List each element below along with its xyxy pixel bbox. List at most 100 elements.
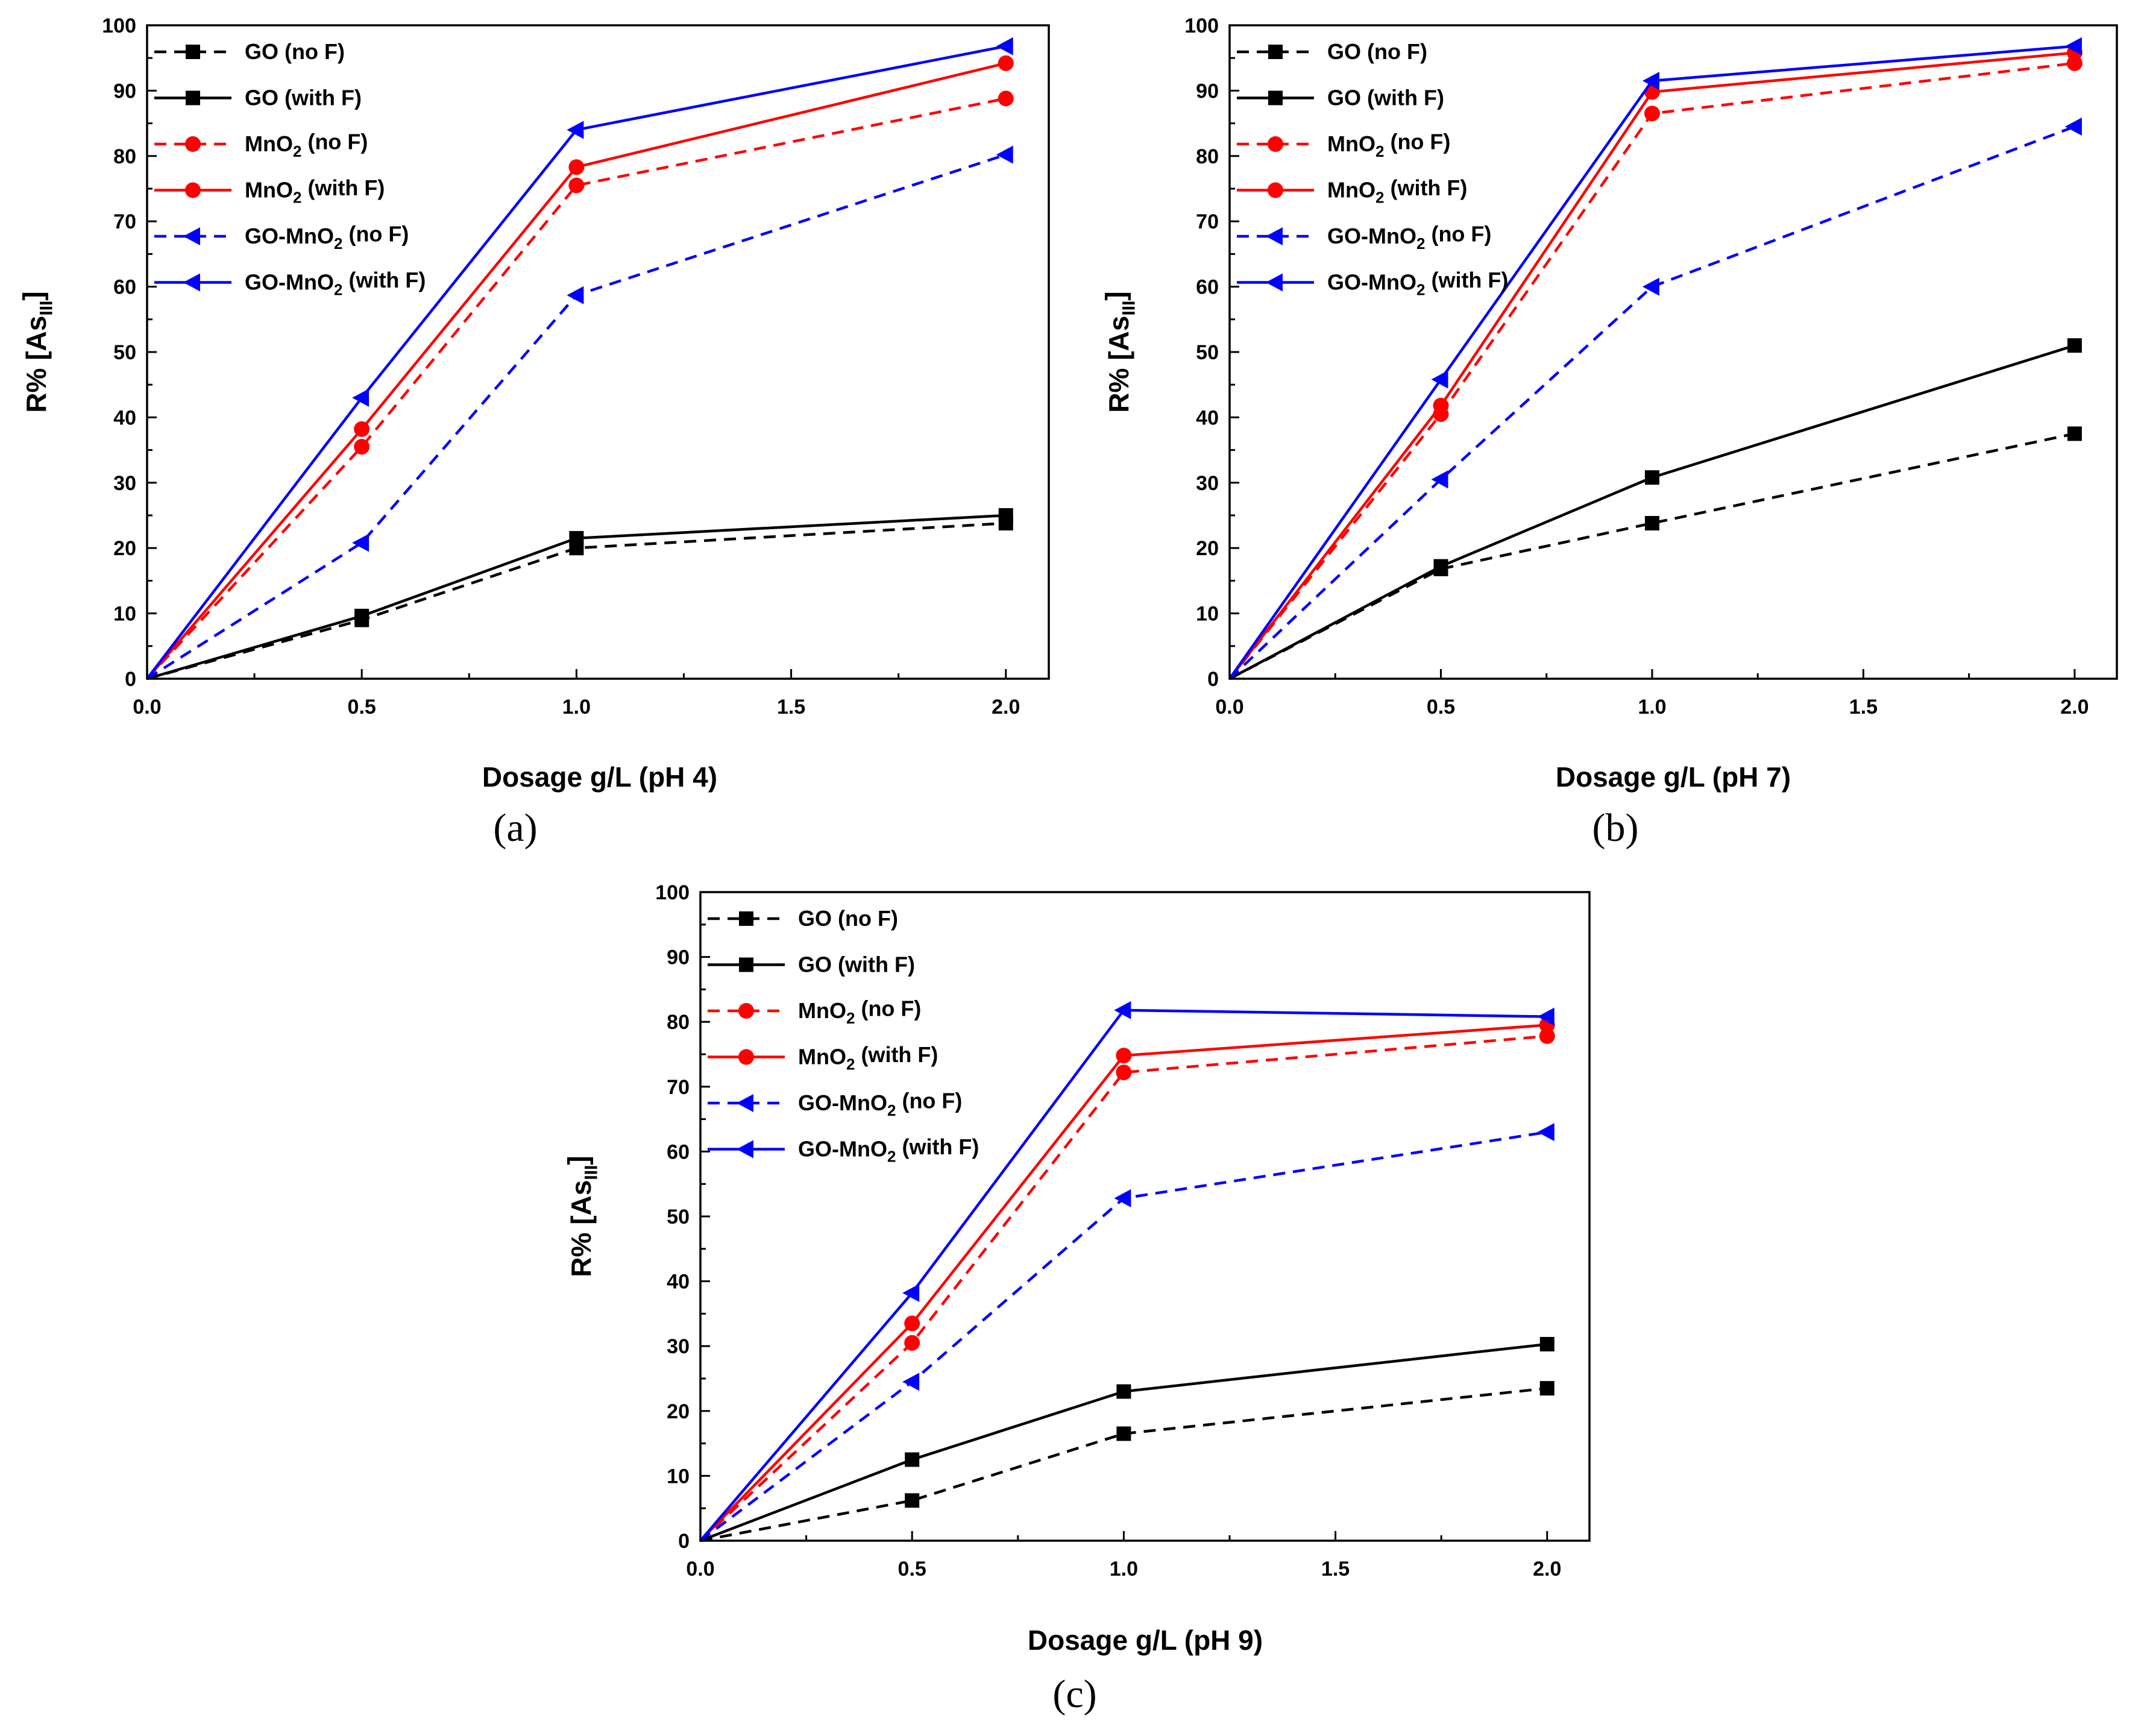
legend-marker (186, 45, 200, 59)
series-line (146, 61, 1007, 680)
x-tick-label: 1.0 (562, 696, 591, 719)
legend-marker (738, 1003, 754, 1019)
y-tick-label: 80 (667, 1011, 690, 1034)
data-point (905, 1493, 920, 1508)
y-tick-label: 10 (667, 1465, 690, 1488)
y-tick-label: 80 (113, 145, 136, 168)
legend-marker (737, 1094, 753, 1112)
legend-label: MnO2 (with F) (1327, 175, 1467, 207)
y-tick-label: 70 (1196, 210, 1219, 233)
legend-marker (1266, 227, 1283, 245)
x-tick-label: 0.0 (686, 1558, 714, 1580)
legend-marker (186, 90, 200, 105)
data-point (1644, 516, 1659, 531)
data-point (354, 439, 370, 455)
data-point (1644, 105, 1660, 122)
data-point (1114, 1001, 1131, 1019)
series-line (146, 45, 1007, 680)
x-axis-title: Dosage g/L (pH 4) (482, 761, 717, 793)
x-tick-label: 0.5 (348, 696, 376, 719)
chart-panel: 0 10 20 30 40 50 60 70 80 90 100 0.0 0.5 1.0 1.5 2.0 GO … (562, 881, 1591, 1716)
y-axis-title: R% [AsIII] (17, 291, 56, 412)
legend-label: GO (with F) (798, 952, 915, 977)
y-tick-label: 50 (1196, 341, 1219, 364)
y-tick-label: 30 (1196, 472, 1219, 495)
data-point (1642, 277, 1659, 296)
data-point (2064, 118, 2082, 136)
y-tick-label: 10 (1196, 603, 1219, 626)
legend-label: GO-MnO2 (no F) (798, 1089, 962, 1120)
y-tick-label: 80 (1196, 145, 1219, 168)
legend-marker (1268, 90, 1283, 105)
data-point (569, 530, 584, 546)
legend-marker (1268, 45, 1283, 59)
data-point (354, 421, 370, 437)
legend-marker (737, 1140, 753, 1159)
legend: GO (no F) GO (with F) MnO2 (no F) MnO2 (wit… (154, 39, 426, 299)
y-tick-label: 100 (655, 881, 690, 904)
y-tick-label: 50 (113, 341, 136, 364)
y-tick-label: 90 (667, 946, 690, 969)
series-line (146, 521, 1006, 681)
legend-label: MnO2 (no F) (245, 130, 368, 161)
legend-label: GO-MnO2 (no F) (245, 222, 409, 253)
data-point (568, 177, 585, 193)
legend-label: GO-MnO2 (with F) (798, 1134, 979, 1166)
x-tick-label: 1.5 (777, 696, 805, 719)
y-tick-label: 100 (1184, 14, 1219, 37)
x-tick-label: 2.0 (2060, 696, 2089, 719)
data-point (998, 55, 1014, 71)
chart-panel: 0 10 20 30 40 50 60 70 80 90 100 0.0 0.5 1.0 1.5 2.0 GO … (1099, 14, 2118, 850)
x-tick-label: 1.0 (1110, 1558, 1138, 1580)
legend-label: MnO2 (no F) (798, 996, 921, 1028)
series-line (699, 1130, 1548, 1542)
data-point (1537, 1007, 1555, 1026)
data-point (1431, 370, 1448, 389)
legend-label: GO (with F) (1327, 86, 1444, 110)
x-tick-label: 2.0 (992, 696, 1020, 719)
chart-panel: 0 10 20 30 40 50 60 70 80 90 100 0.0 0.5 1.0 1.5 2.0 GO … (17, 14, 1050, 850)
plot-frame (699, 891, 1591, 1542)
legend-marker (1268, 182, 1283, 198)
data-point (1644, 470, 1659, 485)
y-tick-label: 60 (667, 1140, 690, 1163)
series-line (700, 1342, 1548, 1543)
series-line (146, 97, 1007, 680)
x-tick-label: 0.0 (133, 696, 161, 719)
series-line (1228, 125, 2075, 680)
data-point (1537, 1123, 1555, 1142)
legend-marker (739, 911, 753, 926)
data-point (2064, 37, 2082, 55)
x-tick-label: 1.0 (1638, 696, 1666, 719)
y-tick-label: 50 (667, 1206, 690, 1228)
y-tick-label: 70 (113, 210, 136, 233)
series-line (699, 1024, 1547, 1542)
series-line (1228, 432, 2075, 680)
panel-label: (b) (1592, 806, 1639, 850)
data-point (996, 37, 1013, 55)
legend-label: GO-MnO2 (no F) (1327, 222, 1491, 253)
y-tick-label: 40 (667, 1271, 690, 1294)
x-tick-label: 1.5 (1849, 696, 1878, 719)
y-tick-label: 30 (113, 472, 136, 495)
data-point (567, 121, 584, 139)
data-point (996, 145, 1013, 164)
data-point (1433, 559, 1448, 574)
y-tick-label: 40 (113, 406, 136, 429)
data-point (2067, 426, 2082, 441)
data-point (354, 608, 369, 623)
data-point (1116, 1048, 1132, 1064)
x-tick-label: 0.5 (1427, 696, 1455, 719)
legend-marker (739, 957, 753, 972)
y-tick-label: 60 (1196, 276, 1219, 299)
y-axis-title: R% [AsIII] (1099, 291, 1139, 412)
legend-marker (1266, 273, 1283, 292)
data-point (1539, 1381, 1555, 1396)
data-point (352, 388, 369, 407)
series-line (146, 153, 1007, 680)
legend-marker (1268, 136, 1283, 152)
x-axis-title: Dosage g/L (pH 7) (1556, 761, 1791, 793)
data-point (1116, 1426, 1131, 1441)
legend: GO (no F) GO (with F) MnO2 (no F) MnO2 (wit… (708, 906, 979, 1166)
